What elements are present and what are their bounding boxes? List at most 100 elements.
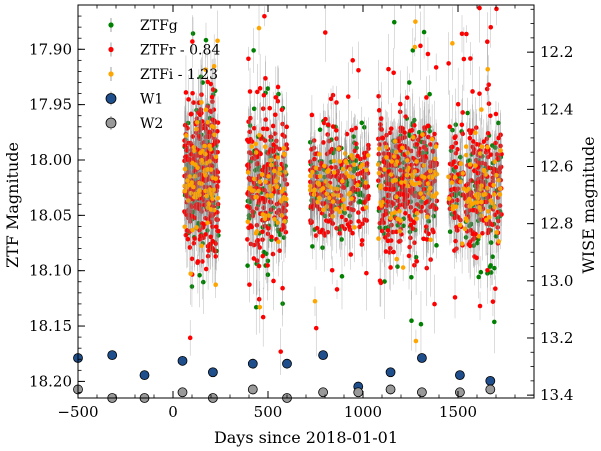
data-point [184,133,189,138]
data-point [339,274,345,279]
data-point [360,221,365,227]
wise-layer [73,350,496,403]
data-point [203,67,208,72]
data-point [479,144,485,149]
data-point [269,193,274,199]
data-point [192,162,198,168]
data-point [455,197,460,203]
data-point [257,304,263,310]
x-tick-label: 0 [168,403,178,421]
data-point [493,111,499,117]
data-point [477,205,482,210]
y-tick-label-left: 18.20 [29,372,72,390]
data-point [488,263,494,268]
data-point [265,193,270,198]
data-point [408,222,414,228]
data-point [496,120,501,126]
data-point [477,5,482,11]
x-tick-label: 500 [254,403,283,421]
data-point [388,215,393,221]
data-point [256,188,261,194]
data-point [284,124,290,130]
data-point [460,171,466,176]
y-tick-label-right: 12.2 [540,43,573,61]
data-point [429,175,435,180]
legend-marker [105,117,117,129]
data-point [339,237,344,242]
data-point [430,227,435,233]
data-point [320,186,326,191]
data-point [449,162,455,167]
data-point [395,264,400,269]
data-point [487,182,493,187]
data-point [333,128,339,133]
data-point [409,274,414,280]
data-point [386,66,391,72]
x-tick-label: −500 [57,403,98,421]
data-point [339,178,345,184]
data-point [475,240,480,246]
data-point [376,236,381,241]
data-point [210,87,216,92]
wise-point [385,384,396,395]
data-point [346,224,352,230]
data-point [203,37,209,43]
data-point [330,124,336,129]
data-point [314,225,320,231]
series-ztfr-0-84 [182,5,504,375]
data-point [406,253,412,259]
data-point [277,248,282,253]
data-point [479,199,484,205]
data-point [433,65,439,70]
data-point [375,162,381,167]
y-tick-label-right: 13.2 [540,329,573,347]
data-point [337,159,343,164]
data-point [275,155,281,160]
data-point [247,129,253,135]
data-point [208,234,214,240]
data-point [313,233,319,238]
data-point [392,139,398,144]
data-point [376,93,381,99]
data-point [432,131,437,137]
data-point [198,107,203,112]
data-point [182,166,188,172]
data-point [350,174,356,180]
y-tick-label-right: 12.8 [540,215,573,233]
data-point [391,70,396,76]
data-point [485,185,490,191]
data-point [475,200,480,205]
data-point [212,248,218,254]
data-point [418,209,424,214]
data-point [410,226,416,231]
data-point [194,120,200,125]
data-point [274,184,280,190]
series-w2 [73,384,496,403]
y-tick-label-left: 18.05 [29,206,72,224]
data-point [494,172,499,178]
data-point [413,338,419,344]
data-point [265,86,271,91]
data-point [282,177,288,182]
data-point [345,94,351,99]
data-point [259,172,265,177]
data-point [497,192,503,197]
data-point [211,63,217,69]
data-point [263,117,269,122]
data-point [348,252,354,257]
data-point [406,80,412,85]
data-point [464,218,470,223]
data-point [488,24,494,30]
data-point [461,56,467,62]
data-point [490,201,496,206]
data-point [198,150,203,156]
data-point [485,130,491,136]
data-point [392,154,397,159]
data-point [251,106,257,112]
data-point [412,44,418,50]
data-point [410,48,416,53]
wise-point [353,387,364,398]
data-point [191,184,196,190]
data-point [255,238,261,243]
data-point [321,207,326,213]
